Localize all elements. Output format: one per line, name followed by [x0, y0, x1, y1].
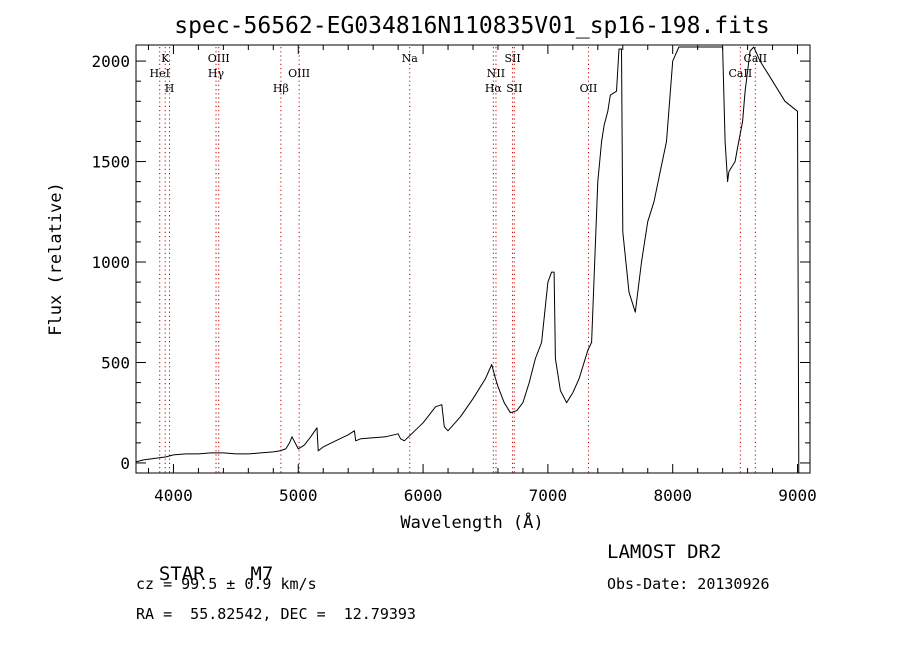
x-tick-label: 5000 [279, 486, 318, 505]
x-tick-label: 9000 [778, 486, 817, 505]
series-layer [135, 46, 800, 474]
line-marker-label: CaII [743, 52, 767, 65]
y-tick-label: 0 [120, 454, 130, 473]
y-axis-label: Flux (relative) [46, 182, 66, 336]
object-class: STAR M7 [136, 541, 273, 585]
class-label: STAR [158, 563, 205, 585]
line-marker-label: SII [506, 82, 522, 95]
spectrum-line [135, 46, 800, 474]
y-tick-label: 1000 [91, 253, 130, 272]
coordinates-text: RA = 55.82542, DEC = 12.79393 [136, 605, 416, 623]
x-tick-label: 6000 [404, 486, 443, 505]
line-marker-label: CaII [729, 67, 753, 80]
x-tick-label: 8000 [653, 486, 692, 505]
line-marker-label: Na [402, 52, 419, 65]
y-axis: 0 500 1000 1500 2000 [91, 52, 810, 473]
line-marker-label: OII [580, 82, 598, 95]
line-marker-label: Hγ [208, 67, 225, 80]
line-marker-label: NII [487, 67, 505, 80]
x-tick-label: 7000 [529, 486, 568, 505]
line-marker-label: Hα [485, 82, 503, 95]
line-marker-label: HeI [149, 67, 169, 80]
line-marker-label: SII [504, 52, 520, 65]
line-marker-label: OIII [208, 52, 230, 65]
obs-date-text: Obs-Date: 20130926 [607, 575, 770, 593]
y-tick-label: 500 [101, 353, 130, 372]
chart-title: spec-56562-EG034816N110835V01_sp16-198.f… [174, 13, 769, 39]
plot-frame [135, 44, 811, 474]
survey-label: LAMOST DR2 [607, 541, 722, 563]
line-marker-label: OIII [288, 67, 310, 80]
line-marker-label: H [165, 82, 175, 95]
x-tick-label: 4000 [154, 486, 193, 505]
y-tick-label: 1500 [91, 153, 130, 172]
x-axis: 4000 5000 6000 7000 8000 9000 [147, 45, 817, 505]
subclass-label: M7 [250, 563, 274, 585]
line-marker-label: K [161, 52, 170, 65]
line-marker-label: Hβ [273, 82, 289, 95]
redshift-text: cz = 99.5 ± 0.9 km/s [136, 575, 317, 593]
x-axis-label: Wavelength (Å) [400, 511, 543, 533]
y-tick-label: 2000 [91, 52, 130, 71]
